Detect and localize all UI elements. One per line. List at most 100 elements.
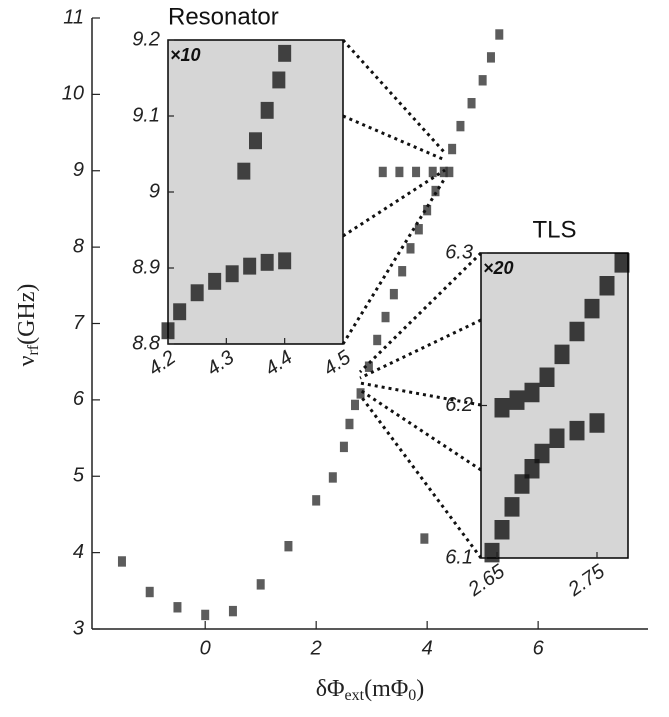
data-point bbox=[589, 413, 605, 433]
data-point bbox=[339, 441, 348, 453]
y-tick-label: 7 bbox=[73, 312, 85, 334]
connector bbox=[341, 177, 447, 345]
data-point bbox=[328, 472, 337, 483]
y-tick-label: 8.8 bbox=[132, 332, 160, 354]
x-tick-label: 6 bbox=[533, 637, 545, 659]
data-point bbox=[190, 284, 204, 302]
data-point bbox=[278, 44, 292, 62]
y-tick-label: 9 bbox=[149, 180, 160, 202]
data-point bbox=[495, 29, 504, 40]
data-point bbox=[173, 602, 182, 613]
x-tick-label: 0 bbox=[200, 637, 211, 659]
y-tick-label: 10 bbox=[62, 83, 84, 105]
y-tick-label: 6.1 bbox=[445, 546, 473, 568]
y-tick-label: 11 bbox=[63, 6, 84, 28]
connector bbox=[359, 388, 482, 472]
connectors bbox=[341, 38, 483, 559]
x-tick-label: 4.5 bbox=[319, 346, 355, 380]
x-tick-label: 2.75 bbox=[564, 560, 610, 601]
data-point bbox=[260, 101, 274, 119]
data-point bbox=[381, 311, 390, 323]
connector bbox=[342, 114, 446, 162]
y-tick-label: 9 bbox=[73, 159, 84, 181]
data-point bbox=[389, 288, 398, 300]
y-tick-label: 5 bbox=[73, 465, 85, 487]
data-point bbox=[448, 143, 457, 155]
data-point bbox=[398, 266, 407, 277]
label-part: ext bbox=[345, 687, 365, 704]
data-point bbox=[549, 428, 565, 448]
inset-title: Resonator bbox=[168, 3, 279, 30]
data-point bbox=[584, 298, 600, 319]
data-point bbox=[117, 556, 126, 567]
data-point bbox=[494, 520, 510, 540]
data-point bbox=[504, 497, 520, 517]
x-tick-label: 4.3 bbox=[203, 346, 238, 380]
connector bbox=[341, 38, 447, 155]
data-point bbox=[554, 344, 570, 365]
data-point bbox=[420, 533, 429, 544]
data-point bbox=[534, 443, 550, 464]
label-part: 0 bbox=[408, 687, 416, 704]
data-point bbox=[599, 276, 615, 296]
data-point bbox=[406, 243, 415, 254]
data-point bbox=[256, 579, 265, 590]
data-point bbox=[456, 120, 465, 132]
y-axis-label: νrf(GHz) bbox=[14, 284, 42, 367]
data-point bbox=[364, 361, 373, 372]
data-point bbox=[614, 253, 630, 273]
data-point bbox=[539, 367, 555, 387]
data-point bbox=[445, 166, 454, 178]
x-tick-label: 4 bbox=[422, 637, 433, 659]
data-point bbox=[373, 334, 382, 346]
data-point bbox=[260, 253, 274, 271]
connector bbox=[359, 318, 482, 380]
y-tick-label: 6.2 bbox=[445, 394, 473, 416]
connector bbox=[342, 168, 446, 238]
data-point bbox=[478, 75, 487, 86]
data-point bbox=[208, 272, 222, 290]
data-point bbox=[351, 399, 360, 411]
y-tick-label: 8.9 bbox=[132, 256, 160, 278]
connector bbox=[358, 394, 483, 559]
data-point bbox=[414, 224, 423, 235]
connector bbox=[358, 251, 483, 374]
data-point bbox=[467, 98, 476, 109]
data-point bbox=[145, 586, 154, 598]
x-tick-label: 2 bbox=[310, 637, 322, 659]
data-point bbox=[569, 321, 585, 342]
data-point bbox=[569, 420, 585, 441]
data-point bbox=[494, 398, 510, 418]
inset-title: TLS bbox=[532, 216, 576, 243]
y-tick-label: 9.2 bbox=[132, 28, 160, 50]
label-part: ) bbox=[416, 676, 424, 702]
data-point bbox=[423, 204, 432, 216]
data-point bbox=[412, 166, 421, 178]
label-part: δΦ bbox=[316, 676, 345, 702]
label-part: ν bbox=[14, 355, 40, 366]
data-point bbox=[278, 252, 292, 270]
data-point bbox=[312, 495, 321, 506]
data-point bbox=[243, 257, 257, 275]
scale-annotation: ×10 bbox=[170, 45, 201, 65]
data-point bbox=[237, 162, 251, 180]
x-axis-label: δΦext(mΦ0) bbox=[316, 676, 425, 704]
data-point bbox=[395, 166, 404, 178]
y-tick-label: 4 bbox=[73, 541, 84, 563]
data-point bbox=[228, 605, 237, 617]
label-part: (mΦ bbox=[364, 676, 408, 702]
x-tick-label: 4.4 bbox=[261, 346, 296, 380]
y-tick-label: 3 bbox=[73, 617, 84, 639]
data-point bbox=[431, 185, 440, 197]
data-point bbox=[486, 52, 495, 63]
data-point bbox=[509, 390, 525, 410]
y-tick-label: 9.1 bbox=[132, 104, 160, 126]
data-point bbox=[284, 540, 293, 552]
y-tick-label: 6 bbox=[73, 388, 85, 410]
data-point bbox=[524, 459, 540, 479]
data-point bbox=[378, 166, 387, 178]
